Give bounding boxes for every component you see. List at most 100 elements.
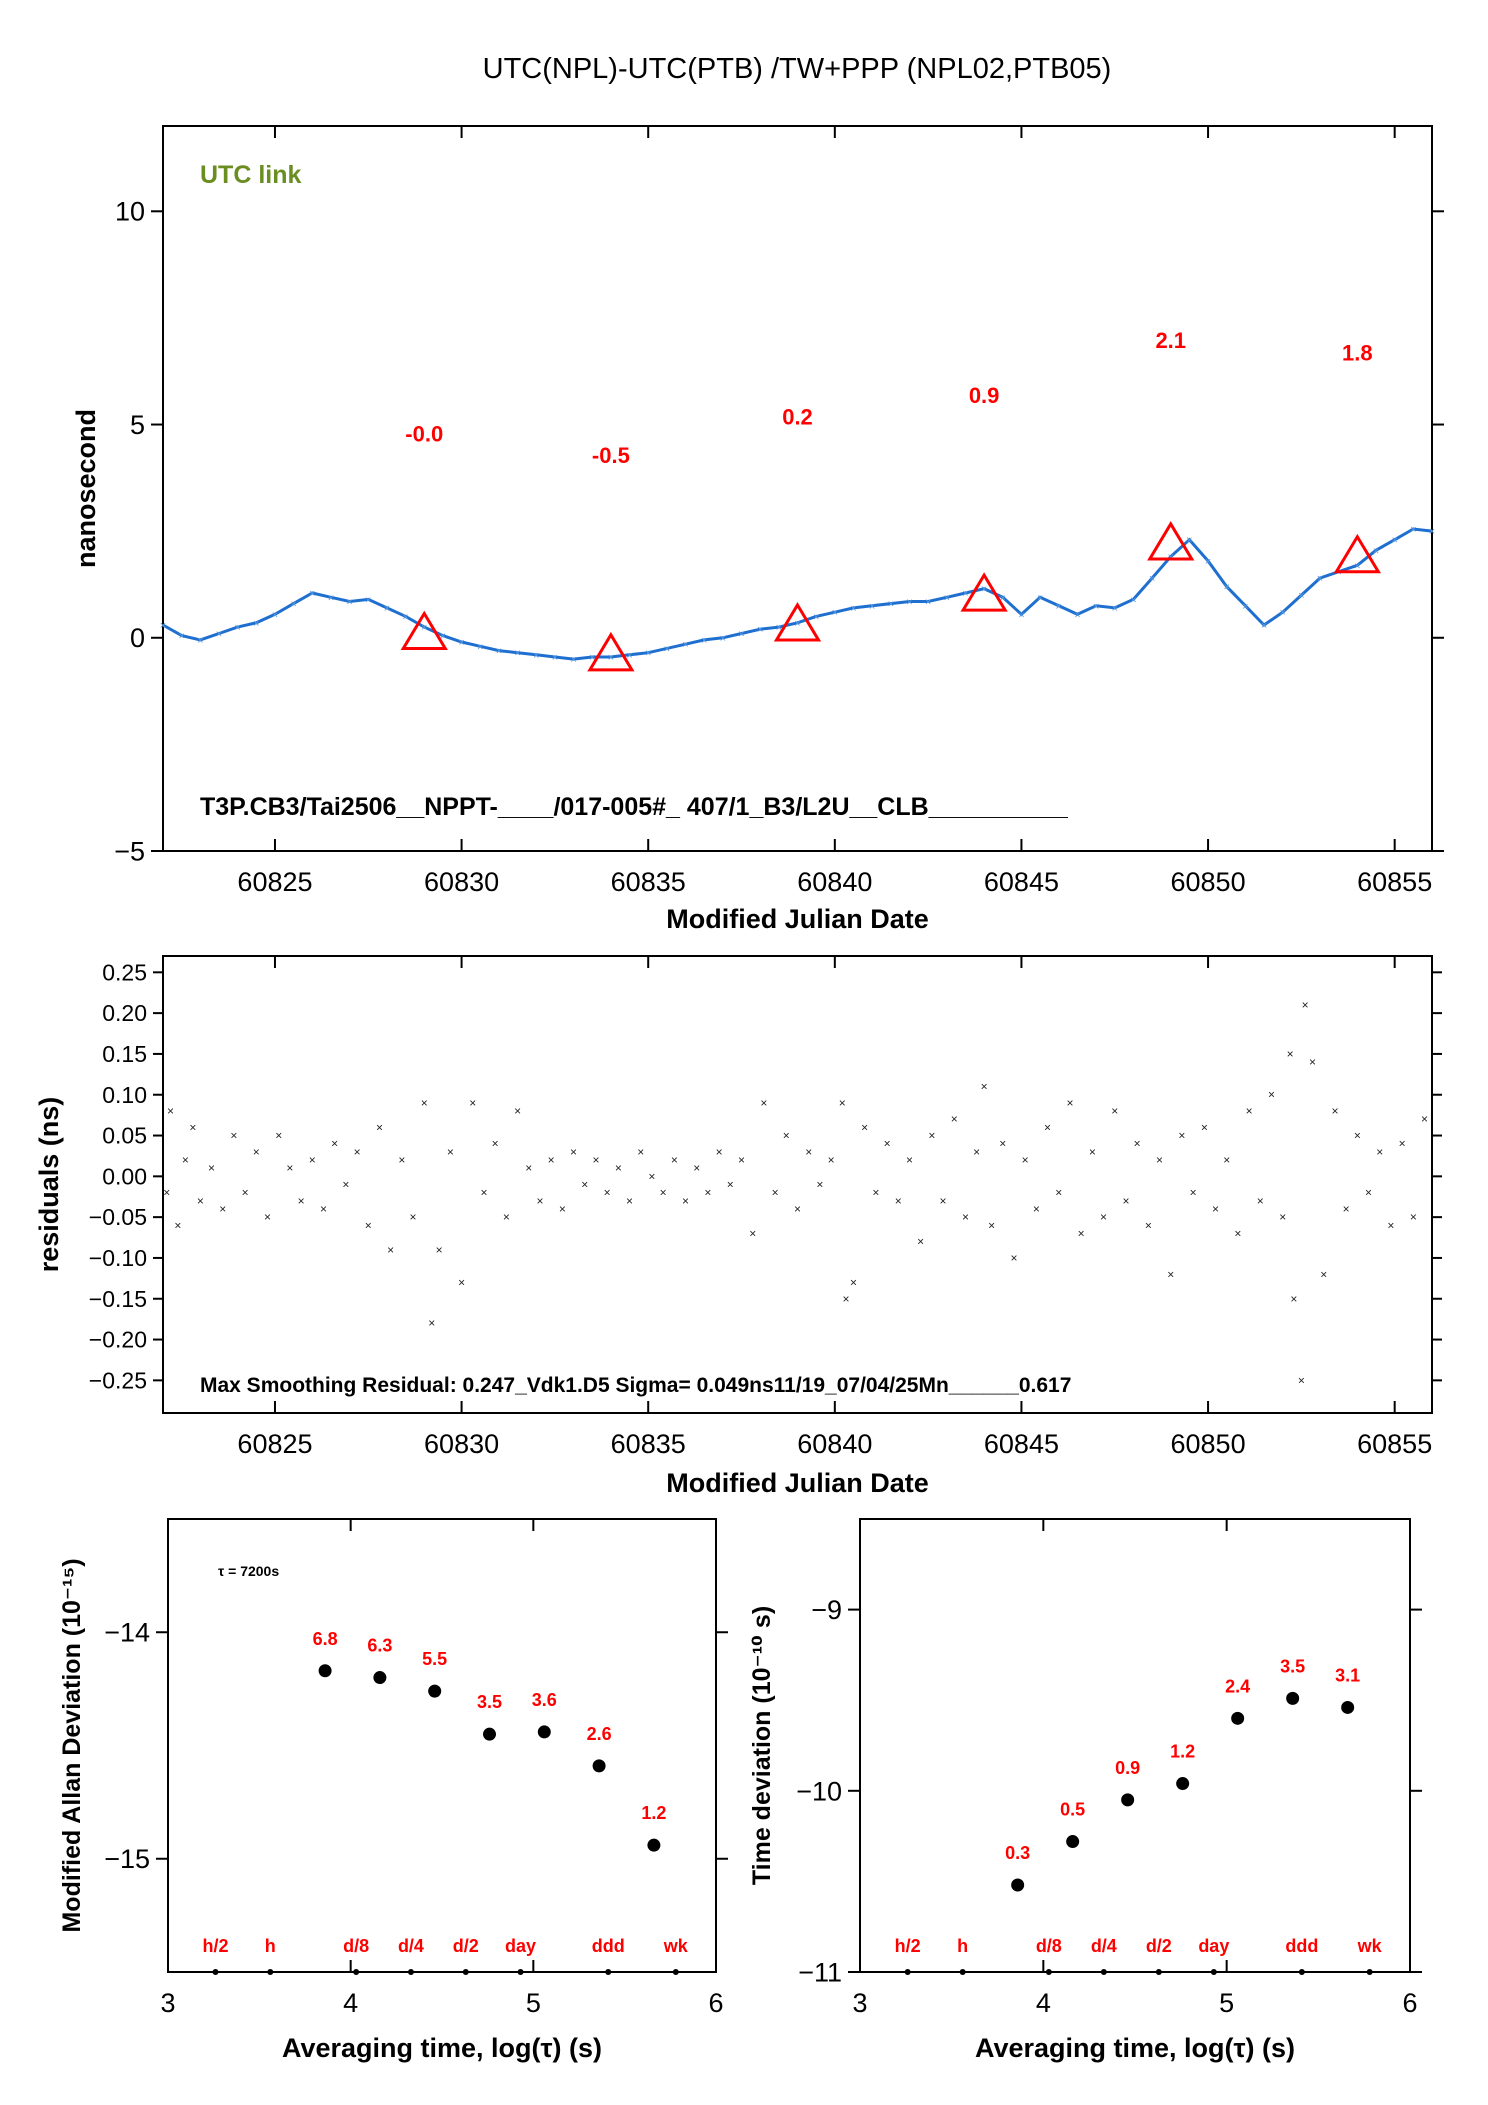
y-axis-label: Modified Allan Deviation (10⁻¹⁵): [58, 1558, 86, 1932]
link-point: ×: [1373, 545, 1379, 557]
residual-point: ×: [928, 1129, 935, 1143]
residual-point: ×: [693, 1161, 700, 1175]
y-tick-label: −11: [798, 1957, 842, 1987]
baseline-dot: [959, 1969, 966, 1975]
y-tick-label: 0: [130, 623, 145, 653]
residual-point: ×: [1279, 1210, 1286, 1224]
stability-label: 2.4: [1225, 1676, 1250, 1696]
link-point: ×: [1186, 535, 1192, 547]
residual-point: ×: [1078, 1226, 1085, 1240]
marker-label: 2.1: [1155, 328, 1186, 353]
stability-label: 2.6: [587, 1724, 612, 1744]
x-tick-label: 3: [852, 1988, 867, 2018]
residual-point: ×: [850, 1275, 857, 1289]
link-point: ×: [496, 646, 502, 658]
link-point: ×: [290, 599, 296, 611]
plot-frame: [167, 1518, 717, 1973]
link-point: ×: [1242, 601, 1248, 613]
x-tick-label: 60845: [984, 1429, 1059, 1459]
baseline-dot: [1045, 1969, 1052, 1975]
baseline-dot: [605, 1969, 612, 1975]
y-tick-label: −0.20: [89, 1327, 147, 1353]
stability-point: [1286, 1691, 1300, 1705]
stability-label: 0.9: [1115, 1758, 1140, 1778]
link-point: ×: [1224, 582, 1230, 594]
stability-label: 1.2: [641, 1803, 666, 1823]
residual-point: ×: [637, 1145, 644, 1159]
residual-point: ×: [671, 1153, 678, 1167]
residual-point: ×: [828, 1153, 835, 1167]
link-point: ×: [1317, 573, 1323, 585]
baseline-label: ddd: [1285, 1936, 1318, 1956]
residual-point: ×: [421, 1096, 428, 1110]
residual-point: ×: [253, 1145, 260, 1159]
link-series-line: [162, 527, 1433, 661]
baseline-label: d/8: [343, 1936, 369, 1956]
x-tick-label: 60840: [797, 867, 872, 897]
y-tick-label: −9: [811, 1595, 842, 1625]
plot-frame: [162, 955, 1433, 1414]
residual-point: ×: [604, 1186, 611, 1200]
residual-point: ×: [749, 1226, 756, 1240]
x-tick-label: 60855: [1357, 867, 1432, 897]
residual-point: ×: [962, 1210, 969, 1224]
stability-point: [482, 1727, 496, 1741]
marker-label: 0.2: [782, 405, 813, 430]
residual-point: ×: [189, 1120, 196, 1134]
stability-point: [1176, 1777, 1190, 1791]
residual-point: ×: [320, 1202, 327, 1216]
baseline-label: h: [957, 1936, 968, 1956]
x-tick-label: 3: [160, 1988, 175, 2018]
figure-title: UTC(NPL)-UTC(PTB) /TW+PPP (NPL02,PTB05): [483, 53, 1112, 85]
residual-point: ×: [208, 1161, 215, 1175]
residual-point: ×: [1223, 1153, 1230, 1167]
link-point: ×: [402, 611, 408, 623]
residual-point: ×: [1399, 1137, 1406, 1151]
stability-point: [428, 1684, 442, 1698]
residual-point: ×: [242, 1186, 249, 1200]
residual-point: ×: [951, 1112, 958, 1126]
baseline-label: d/4: [398, 1936, 424, 1956]
residual-point: ×: [1365, 1186, 1372, 1200]
x-tick-label: 60850: [1171, 1429, 1246, 1459]
x-axis-label: Averaging time, log(τ) (s): [282, 2033, 602, 2063]
residual-point: ×: [805, 1145, 812, 1159]
baseline-label: d/2: [1146, 1936, 1172, 1956]
utc-link-label: UTC link: [200, 161, 301, 189]
y-tick-label: 0.00: [102, 1163, 147, 1189]
residual-point: ×: [458, 1275, 465, 1289]
residual-point: ×: [1290, 1292, 1297, 1306]
residual-point: ×: [973, 1145, 980, 1159]
marker-label: -0.5: [592, 443, 630, 468]
residual-point: ×: [1122, 1194, 1129, 1208]
residual-point: ×: [1033, 1202, 1040, 1216]
residual-point: ×: [794, 1202, 801, 1216]
residual-point: ×: [1421, 1112, 1428, 1126]
residual-point: ×: [1212, 1202, 1219, 1216]
residual-point: ×: [1320, 1267, 1327, 1281]
y-tick-label: 10: [115, 197, 145, 227]
baseline-dot: [1210, 1969, 1217, 1975]
link-point: ×: [813, 611, 819, 623]
y-tick-label: −0.15: [89, 1286, 147, 1312]
baseline-label: d/8: [1036, 1936, 1062, 1956]
marker-triangle: [960, 572, 1008, 612]
link-point: ×: [477, 641, 483, 653]
stability-point: [1011, 1878, 1025, 1892]
baseline-dot: [1100, 1969, 1107, 1975]
residual-point: ×: [760, 1096, 767, 1110]
residual-point: ×: [1376, 1145, 1383, 1159]
plot-frame: [162, 125, 1433, 852]
residual-point: ×: [1287, 1047, 1294, 1061]
link-point: ×: [869, 601, 875, 613]
residual-point: ×: [536, 1194, 543, 1208]
stability-label: 3.5: [477, 1692, 502, 1712]
stability-point: [1121, 1793, 1135, 1807]
y-tick-label: −10: [796, 1776, 842, 1806]
residual-point: ×: [1257, 1194, 1264, 1208]
x-tick-label: 60830: [424, 867, 499, 897]
residual-point: ×: [1134, 1137, 1141, 1151]
baseline-label: wk: [1357, 1936, 1383, 1956]
residual-point: ×: [1066, 1096, 1073, 1110]
link-point: ×: [1037, 592, 1043, 604]
